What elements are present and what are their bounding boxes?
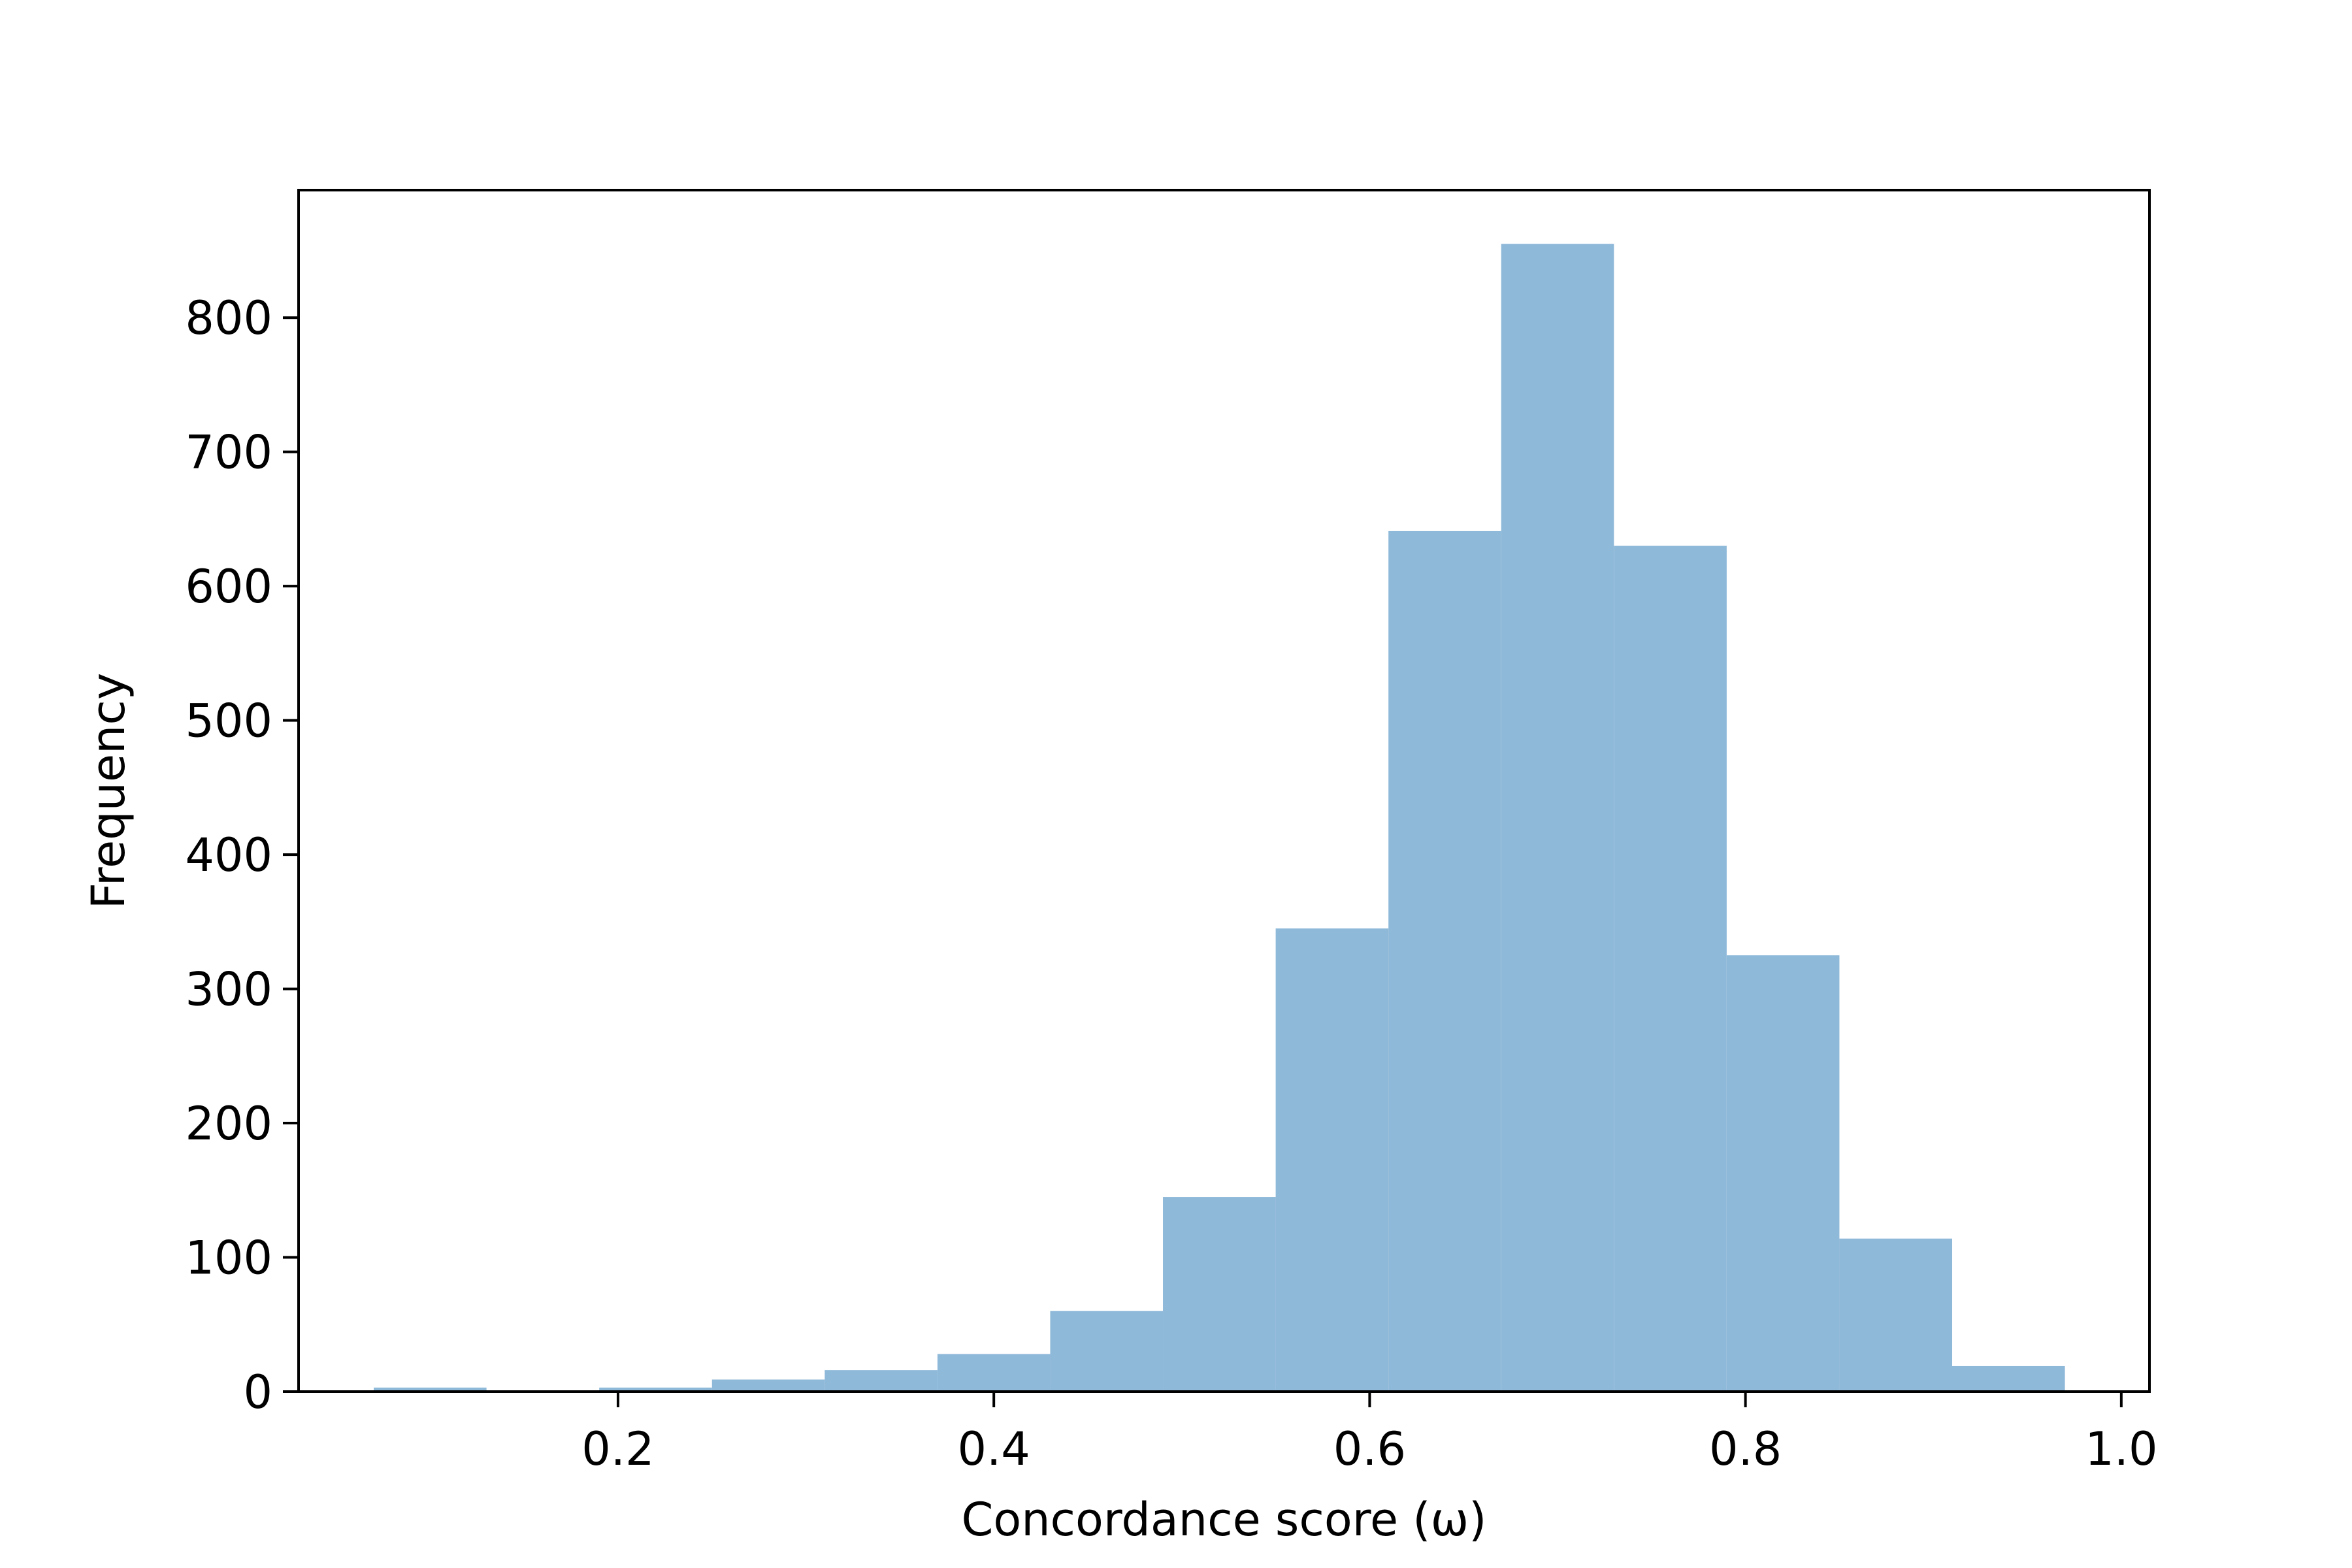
- y-tick-label-4: 400: [185, 828, 272, 882]
- plot-frame: [297, 189, 2151, 1393]
- x-tick-label-4: 1.0: [2085, 1422, 2157, 1476]
- y-tick-label-8: 800: [185, 291, 272, 345]
- x-tick-label-1: 0.4: [958, 1422, 1030, 1476]
- histogram-bar-5: [937, 1354, 1051, 1392]
- histogram-bar-9: [1388, 531, 1501, 1392]
- histogram-bar-2: [599, 1387, 712, 1392]
- y-tick-label-3: 300: [185, 963, 272, 1017]
- x-axis-label: Concordance score (ω): [961, 1493, 1486, 1546]
- y-axis-label: Frequency: [82, 673, 135, 909]
- x-tick-label-3: 0.8: [1709, 1422, 1782, 1476]
- y-tick-label-2: 200: [185, 1097, 272, 1151]
- y-axis-ticks: 0 100 200 300 400 500 600 700 800: [185, 291, 299, 1419]
- histogram-bars: [374, 244, 2065, 1392]
- x-axis-ticks: 0.2 0.4 0.6 0.8 1.0: [581, 1392, 2158, 1476]
- y-tick-label-6: 600: [185, 560, 272, 613]
- histogram-bar-0: [374, 1387, 487, 1392]
- histogram-bar-7: [1163, 1197, 1276, 1392]
- histogram-bar-3: [711, 1379, 825, 1392]
- y-tick-label-7: 700: [185, 426, 272, 480]
- histogram-bar-14: [1952, 1365, 2065, 1392]
- y-tick-label-1: 100: [185, 1232, 272, 1285]
- x-tick-label-2: 0.6: [1333, 1422, 1406, 1476]
- histogram-bar-6: [1050, 1311, 1164, 1392]
- y-tick-label-5: 500: [185, 694, 272, 748]
- histogram-bar-13: [1839, 1238, 1953, 1392]
- histogram-bar-11: [1614, 546, 1727, 1392]
- x-tick-label-0: 0.2: [581, 1422, 654, 1476]
- histogram-bar-4: [825, 1370, 938, 1392]
- histogram-bar-10: [1501, 244, 1614, 1392]
- histogram-bar-8: [1275, 928, 1389, 1392]
- y-tick-label-0: 0: [243, 1365, 272, 1419]
- histogram-bar-12: [1726, 955, 1840, 1392]
